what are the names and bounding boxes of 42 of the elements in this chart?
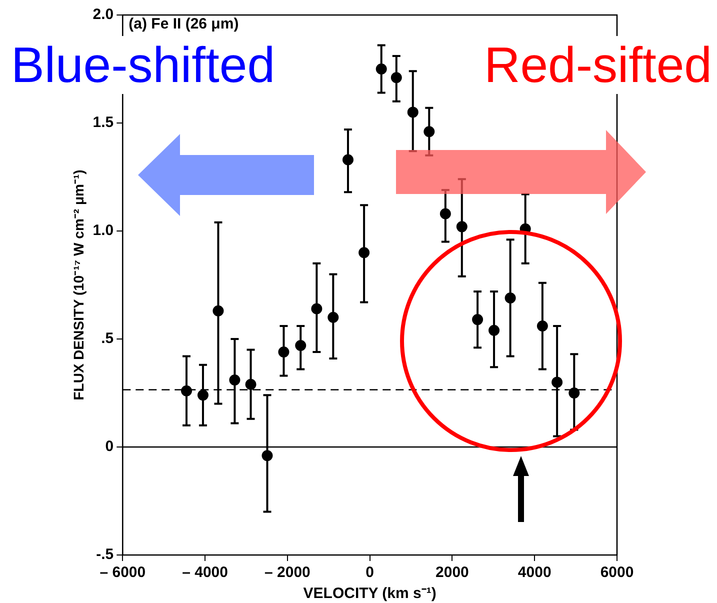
point xyxy=(376,64,387,74)
point xyxy=(278,346,290,358)
point xyxy=(504,292,516,304)
y-tick-label: .5 xyxy=(101,330,114,348)
y-axis-title: FLUX DENSITY (10⁻¹⁷ W cm⁻² μm⁻¹) xyxy=(70,170,86,400)
x-axis-title: VELOCITY (km s⁻¹) xyxy=(303,585,436,602)
point xyxy=(358,247,370,258)
x-tick-label: 2000 xyxy=(436,564,469,582)
point xyxy=(295,340,306,351)
y-tick-label: 1.0 xyxy=(92,222,114,240)
point xyxy=(311,303,322,314)
x-tick-label: – 4000 xyxy=(182,564,228,582)
y-tick-label: -.5 xyxy=(96,546,114,564)
x-tick-label: 0 xyxy=(366,564,374,582)
point xyxy=(536,320,548,332)
point xyxy=(328,312,339,323)
annotation: Blue-shifted xyxy=(8,36,278,94)
point xyxy=(488,324,500,336)
point xyxy=(245,378,256,390)
point xyxy=(262,450,273,462)
point xyxy=(568,388,580,398)
point xyxy=(342,154,354,166)
point xyxy=(424,126,435,138)
x-tick-label: 6000 xyxy=(600,564,634,582)
x-tick-label: – 6000 xyxy=(100,564,146,582)
y-tick-label: 0 xyxy=(105,438,114,456)
y-tick-label: 1.5 xyxy=(92,114,114,132)
chart-title: (a) Fe II (26 μm) xyxy=(128,16,239,33)
point xyxy=(181,385,192,396)
x-tick-label: 4000 xyxy=(518,564,552,582)
point xyxy=(552,376,563,388)
annotation: Red-sifted xyxy=(481,36,715,94)
y-tick-label: 2.0 xyxy=(92,6,114,24)
point xyxy=(407,106,418,118)
point xyxy=(197,390,208,401)
x-tick-label: – 2000 xyxy=(264,564,310,582)
point xyxy=(456,221,468,232)
point xyxy=(440,208,451,220)
point xyxy=(390,72,402,84)
point xyxy=(229,374,240,386)
point xyxy=(472,314,484,326)
point xyxy=(212,305,224,316)
